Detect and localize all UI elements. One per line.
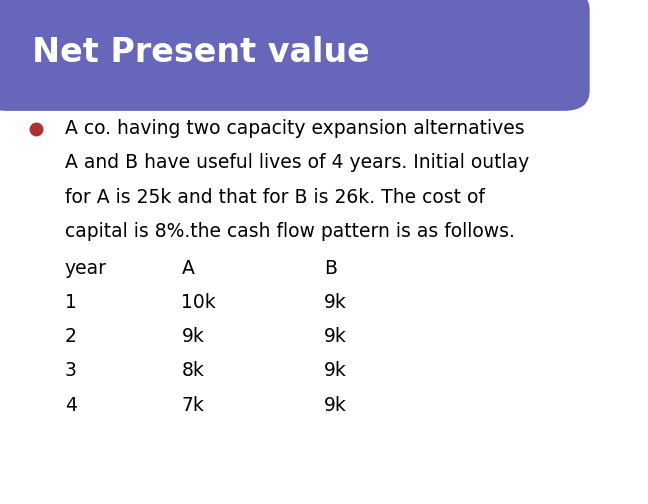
Text: B: B [324, 259, 337, 278]
Text: A and B have useful lives of 4 years. Initial outlay: A and B have useful lives of 4 years. In… [65, 153, 529, 172]
Text: 1: 1 [65, 293, 76, 312]
Text: 4: 4 [65, 396, 77, 415]
Text: 2: 2 [65, 327, 76, 346]
Text: 3: 3 [65, 361, 76, 381]
Text: year: year [65, 259, 107, 278]
Text: 9k: 9k [324, 327, 347, 346]
Text: 9k: 9k [324, 293, 347, 312]
Text: 7k: 7k [181, 396, 204, 415]
Text: 8k: 8k [181, 361, 204, 381]
Text: A: A [181, 259, 194, 278]
Text: 10k: 10k [181, 293, 216, 312]
Text: 9k: 9k [324, 361, 347, 381]
Text: capital is 8%.the cash flow pattern is as follows.: capital is 8%.the cash flow pattern is a… [65, 222, 515, 241]
Text: Net Present value: Net Present value [32, 36, 370, 70]
FancyBboxPatch shape [0, 0, 590, 111]
Text: 9k: 9k [181, 327, 204, 346]
Text: for A is 25k and that for B is 26k. The cost of: for A is 25k and that for B is 26k. The … [65, 187, 485, 207]
Text: A co. having two capacity expansion alternatives: A co. having two capacity expansion alte… [65, 119, 524, 138]
Text: 9k: 9k [324, 396, 347, 415]
